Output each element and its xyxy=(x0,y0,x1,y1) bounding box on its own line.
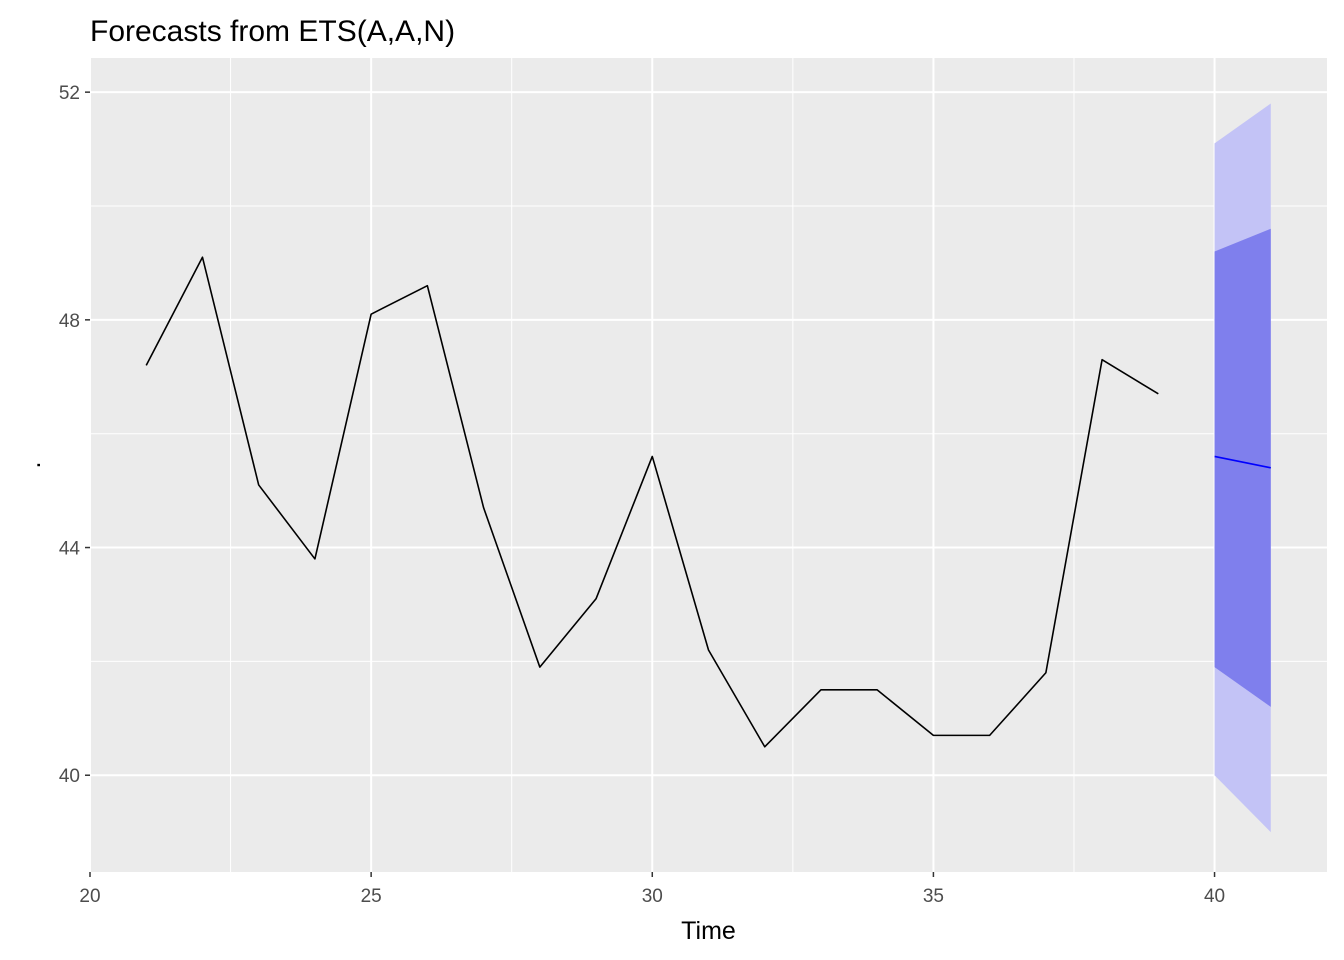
x-axis: 20 25 30 35 40 xyxy=(79,872,1225,907)
y-tick-label: 40 xyxy=(59,766,80,787)
y-tick-label: 48 xyxy=(59,311,80,332)
plot-panel xyxy=(90,58,1327,872)
y-tick-label: 52 xyxy=(59,83,80,104)
interval-band-80 xyxy=(1214,228,1271,707)
x-tick-label: 40 xyxy=(1204,886,1225,907)
chart-title: Forecasts from ETS(A,A,N) xyxy=(90,15,455,48)
forecast-line xyxy=(1214,455,1271,469)
series-lines xyxy=(145,256,1271,748)
x-tick-label: 20 xyxy=(79,886,100,907)
observed-line xyxy=(145,256,1159,748)
y-axis-title: . xyxy=(18,462,46,469)
prediction-intervals xyxy=(1214,103,1271,833)
y-axis: 40 44 48 52 xyxy=(59,83,90,787)
x-axis-title: Time xyxy=(681,917,736,945)
x-tick-label: 30 xyxy=(642,886,663,907)
minor-grid xyxy=(90,58,1327,872)
y-tick-label: 44 xyxy=(59,539,81,560)
x-tick-label: 35 xyxy=(923,886,944,907)
x-tick-label: 25 xyxy=(361,886,382,907)
